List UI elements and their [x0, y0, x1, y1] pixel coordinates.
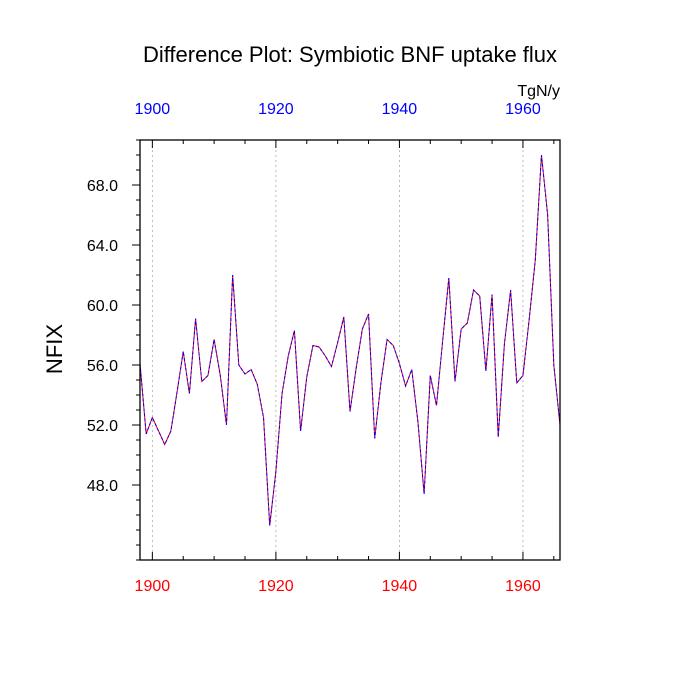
- y-tick-label: 64.0: [87, 238, 118, 255]
- series-lines: [139, 154, 561, 526]
- chart-title: Difference Plot: Symbiotic BNF uptake fl…: [143, 42, 557, 67]
- y-tick-label: 68.0: [87, 178, 118, 195]
- plot-frame: [139, 139, 561, 561]
- axis-ticks: [132, 139, 555, 561]
- y-tick-label: 56.0: [87, 358, 118, 375]
- x-tick-label-bottom: 1900: [135, 578, 171, 595]
- y-axis-title: NFIX: [42, 324, 67, 374]
- x-tick-label-top: 1960: [505, 101, 541, 118]
- x-tick-label-top: 1940: [382, 101, 418, 118]
- x-tick-label-top: 1920: [258, 101, 294, 118]
- y-tick-label: 48.0: [87, 478, 118, 495]
- x-tick-label-top: 1900: [135, 101, 171, 118]
- x-tick-label-bottom: 1920: [258, 578, 294, 595]
- series-line-1: [139, 154, 561, 526]
- units-label: TgN/y: [517, 83, 560, 100]
- y-tick-label: 60.0: [87, 298, 118, 315]
- grid-lines: [151, 140, 524, 560]
- x-tick-label-bottom: 1940: [382, 578, 418, 595]
- x-tick-label-bottom: 1960: [505, 578, 541, 595]
- y-tick-label: 52.0: [87, 418, 118, 435]
- series-line-2: [139, 154, 561, 526]
- tick-labels: 1900 1900 1920 1920 1940 1940 1960 1960 48.0 52.0…: [87, 101, 541, 595]
